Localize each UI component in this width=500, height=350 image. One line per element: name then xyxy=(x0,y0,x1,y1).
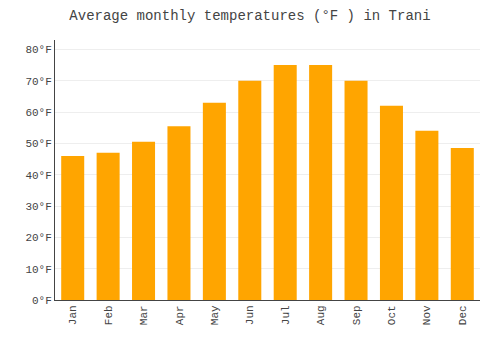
svg-text:70°F: 70°F xyxy=(25,76,51,88)
svg-text:40°F: 40°F xyxy=(25,170,51,182)
svg-text:Oct: Oct xyxy=(386,305,398,325)
svg-text:0°F: 0°F xyxy=(32,295,52,307)
svg-text:May: May xyxy=(209,305,221,325)
svg-text:Jan: Jan xyxy=(67,305,79,325)
svg-text:Aug: Aug xyxy=(315,305,327,325)
svg-text:30°F: 30°F xyxy=(25,201,51,213)
svg-text:Average monthly temperatures (: Average monthly temperatures (°F ) in Tr… xyxy=(69,8,430,24)
svg-text:60°F: 60°F xyxy=(25,107,51,119)
svg-text:Nov: Nov xyxy=(421,305,433,325)
svg-text:Feb: Feb xyxy=(103,305,115,325)
svg-text:10°F: 10°F xyxy=(25,264,51,276)
svg-text:20°F: 20°F xyxy=(25,232,51,244)
svg-text:50°F: 50°F xyxy=(25,138,51,150)
svg-text:Jun: Jun xyxy=(244,305,256,325)
svg-text:Apr: Apr xyxy=(174,305,186,325)
svg-text:Dec: Dec xyxy=(457,305,469,325)
svg-text:80°F: 80°F xyxy=(25,44,51,56)
svg-text:Sep: Sep xyxy=(351,305,363,325)
svg-text:Jul: Jul xyxy=(280,305,292,325)
svg-text:Mar: Mar xyxy=(138,305,150,325)
